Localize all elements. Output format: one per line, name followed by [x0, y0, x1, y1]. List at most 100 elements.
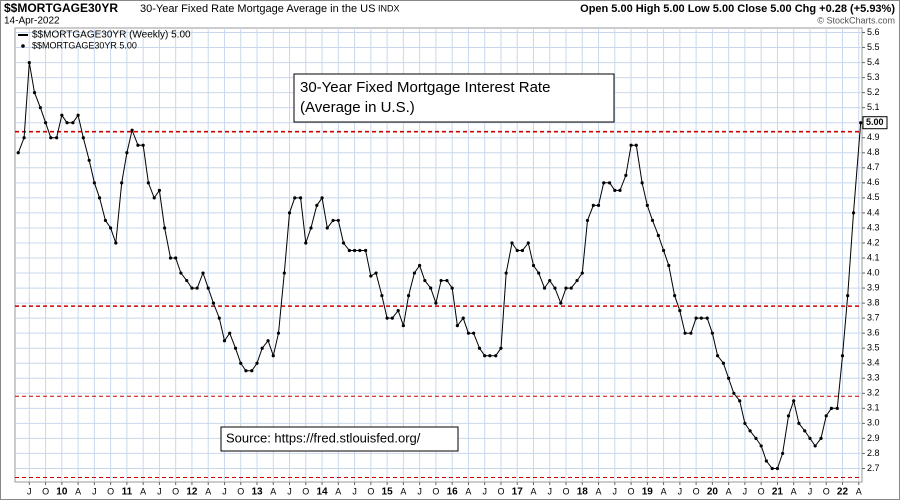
point [450, 286, 454, 290]
x-tick-label: J [808, 486, 813, 496]
x-tick-label: O [758, 486, 765, 496]
y-tick-label: 3.3 [867, 373, 880, 383]
point [315, 203, 319, 207]
point [276, 331, 281, 335]
point [754, 436, 758, 441]
x-tick-label: 20 [707, 487, 719, 498]
point [27, 60, 31, 65]
x-tick-label: O [302, 486, 309, 496]
legend-entry: $$MORTGAGE30YR (Weekly) 5.00 [32, 30, 191, 41]
x-tick-label: O [107, 486, 114, 496]
x-tick-label: A [856, 486, 862, 496]
y-tick-label: 5.4 [867, 57, 880, 67]
point [244, 369, 248, 373]
point [130, 128, 134, 132]
x-tick-label: J [222, 486, 227, 496]
point [748, 429, 752, 433]
x-tick-label: 21 [772, 487, 784, 498]
point [222, 339, 227, 343]
x-tick-label: A [661, 486, 667, 496]
point [190, 286, 194, 290]
point [152, 196, 156, 200]
point [364, 248, 368, 253]
legend-swatch [21, 44, 25, 48]
point [287, 211, 292, 215]
x-tick-label: 19 [642, 487, 654, 498]
x-tick-label: 14 [316, 487, 328, 498]
point [466, 331, 471, 335]
point [575, 278, 579, 283]
point [786, 414, 791, 418]
point [374, 271, 378, 275]
point [477, 346, 482, 350]
y-tick-label: 3.6 [867, 328, 880, 338]
x-tick-label: J [287, 486, 292, 496]
x-tick-label: 16 [447, 487, 459, 498]
point [759, 444, 763, 448]
point [803, 429, 807, 433]
x-tick-label: O [432, 486, 439, 496]
point [851, 211, 856, 215]
point [661, 248, 666, 253]
x-tick-label: 12 [186, 487, 198, 498]
point [49, 136, 53, 140]
point [775, 466, 780, 471]
point [770, 466, 774, 471]
point [526, 241, 530, 245]
point [97, 196, 102, 200]
point [840, 354, 845, 358]
point [412, 271, 417, 275]
point [293, 196, 297, 200]
point [406, 293, 411, 298]
x-tick-label: A [75, 486, 81, 496]
point [439, 278, 443, 283]
point [217, 316, 221, 320]
x-tick-label: 18 [577, 487, 589, 498]
x-tick-label: A [465, 486, 471, 496]
date: 14-Apr-2022 [4, 16, 60, 27]
point [418, 263, 422, 268]
point [781, 451, 785, 456]
point [423, 278, 427, 283]
point [461, 316, 465, 320]
point [157, 188, 162, 192]
y-tick-label: 3.4 [867, 358, 880, 368]
y-tick-label: 4.1 [867, 252, 880, 262]
x-tick-label: A [530, 486, 536, 496]
point [369, 274, 373, 278]
x-tick-label: A [140, 486, 146, 496]
x-tick-label: 17 [512, 487, 524, 498]
point [455, 324, 459, 328]
point [607, 181, 612, 185]
last-value-box [862, 116, 888, 130]
point [710, 331, 714, 335]
point [228, 331, 232, 335]
point [71, 121, 75, 125]
point [195, 286, 199, 290]
x-tick-label: J [678, 486, 683, 496]
point [580, 271, 584, 275]
point [553, 286, 557, 290]
y-tick-label: 4.9 [867, 132, 880, 142]
point [835, 406, 839, 410]
point [764, 459, 768, 463]
point [494, 354, 498, 358]
point [320, 196, 324, 200]
point [715, 354, 720, 358]
x-tick-label: O [693, 486, 700, 496]
x-tick-label: A [335, 486, 341, 496]
y-tick-label: 3.1 [867, 403, 880, 413]
y-tick-label: 5.2 [867, 87, 880, 97]
quote: Open 5.00 High 5.00 Low 5.00 Close 5.00 … [580, 3, 895, 15]
point [569, 286, 573, 290]
point [347, 248, 351, 253]
y-tick-label: 5.5 [867, 42, 880, 52]
y-tick-label: 4.3 [867, 222, 880, 232]
point [673, 293, 677, 298]
point [114, 241, 118, 245]
annotation: (Average in U.S.) [300, 99, 415, 116]
point [255, 361, 259, 365]
point [591, 203, 595, 207]
annotation: Source: https://fred.stlouisfed.org/ [226, 430, 421, 445]
x-tick-label: O [823, 486, 830, 496]
